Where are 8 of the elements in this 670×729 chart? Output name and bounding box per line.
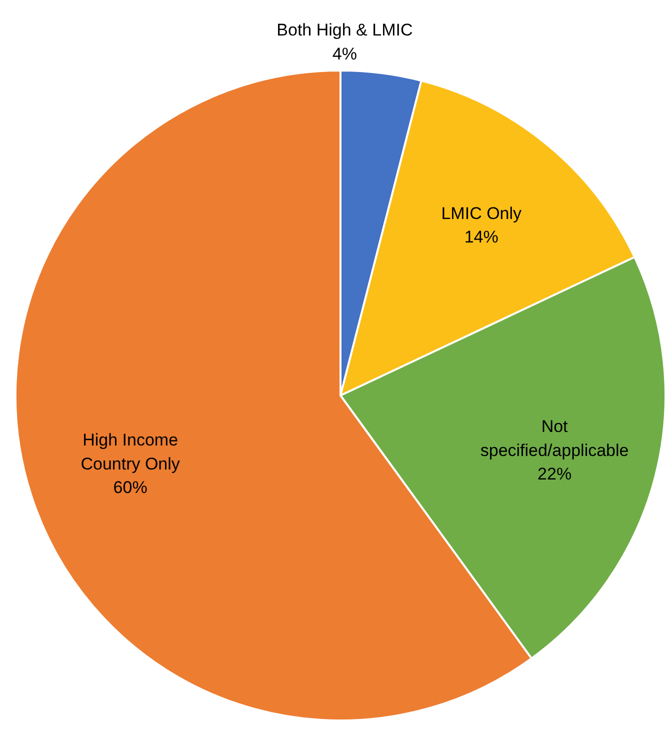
slice-label: Not specified/applicable: [480, 417, 629, 460]
slice-label: High Income Country Only: [80, 430, 180, 474]
slice-label: Both High & LMIC: [276, 20, 413, 40]
slice-label: LMIC Only: [441, 204, 522, 223]
data-label: 4%: [332, 44, 357, 64]
data-label: 22%: [538, 464, 572, 484]
data-label: 60%: [113, 478, 148, 498]
data-label: 14%: [464, 228, 498, 247]
